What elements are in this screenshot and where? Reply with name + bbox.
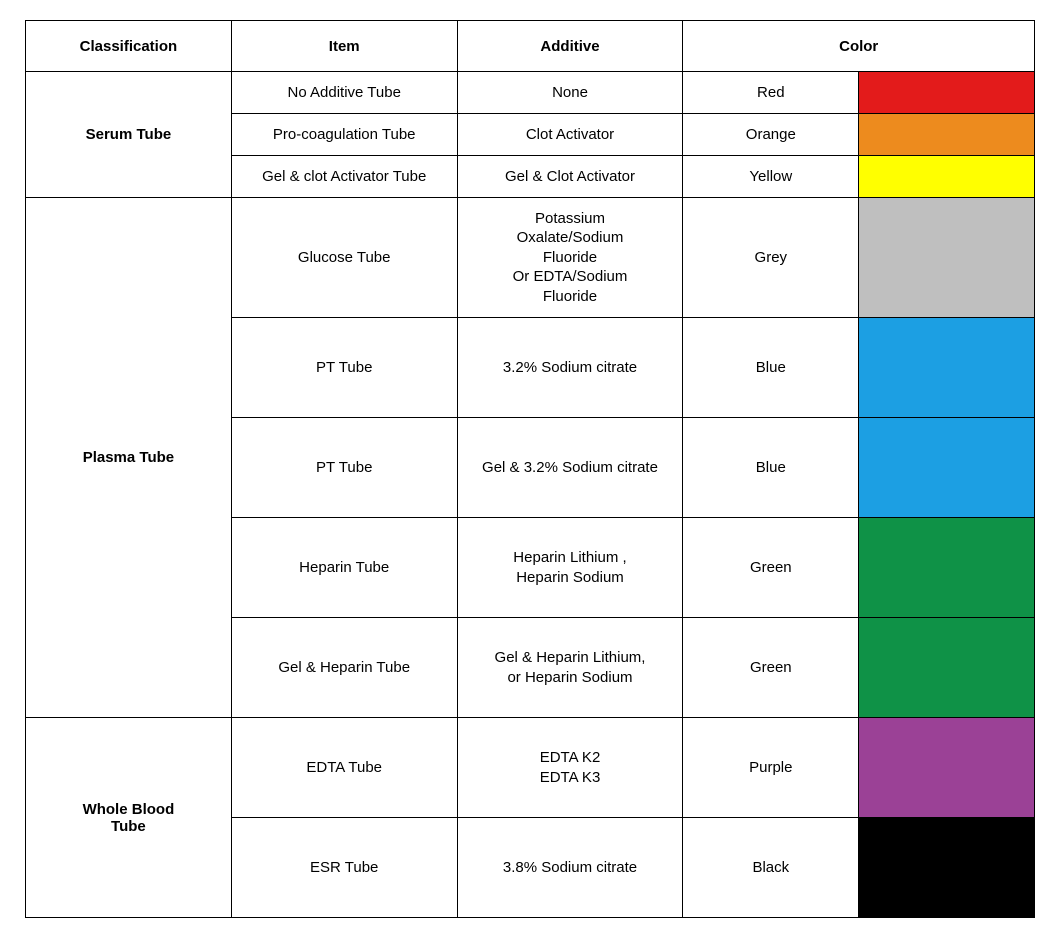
item-cell: EDTA Tube (231, 718, 457, 818)
item-cell: Glucose Tube (231, 198, 457, 318)
additive-cell: Clot Activator (457, 114, 683, 156)
color-name-cell: Green (683, 618, 859, 718)
header-color: Color (683, 21, 1035, 72)
color-swatch-cell (859, 618, 1035, 718)
color-name-cell: Red (683, 72, 859, 114)
table-row: Whole BloodTubeEDTA TubeEDTA K2EDTA K3Pu… (26, 718, 1035, 818)
additive-cell: Gel & Heparin Lithium,or Heparin Sodium (457, 618, 683, 718)
color-swatch-cell (859, 114, 1035, 156)
color-swatch-cell (859, 818, 1035, 918)
item-cell: Pro-coagulation Tube (231, 114, 457, 156)
color-swatch-cell (859, 156, 1035, 198)
color-name-cell: Blue (683, 418, 859, 518)
item-cell: ESR Tube (231, 818, 457, 918)
additive-cell: 3.2% Sodium citrate (457, 318, 683, 418)
header-row: Classification Item Additive Color (26, 21, 1035, 72)
color-name-cell: Black (683, 818, 859, 918)
item-cell: Gel & Heparin Tube (231, 618, 457, 718)
color-swatch-cell (859, 518, 1035, 618)
additive-cell: None (457, 72, 683, 114)
item-cell: PT Tube (231, 418, 457, 518)
header-classification: Classification (26, 21, 232, 72)
header-additive: Additive (457, 21, 683, 72)
additive-cell: Heparin Lithium ,Heparin Sodium (457, 518, 683, 618)
color-swatch-cell (859, 418, 1035, 518)
classification-cell: Plasma Tube (26, 198, 232, 718)
item-cell: Gel & clot Activator Tube (231, 156, 457, 198)
color-swatch-cell (859, 198, 1035, 318)
classification-cell: Whole BloodTube (26, 718, 232, 918)
color-name-cell: Yellow (683, 156, 859, 198)
color-name-cell: Green (683, 518, 859, 618)
color-name-cell: Purple (683, 718, 859, 818)
additive-cell: 3.8% Sodium citrate (457, 818, 683, 918)
color-swatch-cell (859, 718, 1035, 818)
tube-classification-table: Classification Item Additive Color Serum… (25, 20, 1035, 918)
additive-cell: EDTA K2EDTA K3 (457, 718, 683, 818)
additive-cell: Gel & 3.2% Sodium citrate (457, 418, 683, 518)
additive-cell: PotassiumOxalate/SodiumFluorideOr EDTA/S… (457, 198, 683, 318)
header-item: Item (231, 21, 457, 72)
color-swatch-cell (859, 318, 1035, 418)
color-name-cell: Orange (683, 114, 859, 156)
item-cell: PT Tube (231, 318, 457, 418)
color-name-cell: Blue (683, 318, 859, 418)
item-cell: No Additive Tube (231, 72, 457, 114)
item-cell: Heparin Tube (231, 518, 457, 618)
classification-cell: Serum Tube (26, 72, 232, 198)
additive-cell: Gel & Clot Activator (457, 156, 683, 198)
table-row: Serum TubeNo Additive TubeNoneRed (26, 72, 1035, 114)
color-name-cell: Grey (683, 198, 859, 318)
color-swatch-cell (859, 72, 1035, 114)
table-row: Plasma TubeGlucose TubePotassiumOxalate/… (26, 198, 1035, 318)
